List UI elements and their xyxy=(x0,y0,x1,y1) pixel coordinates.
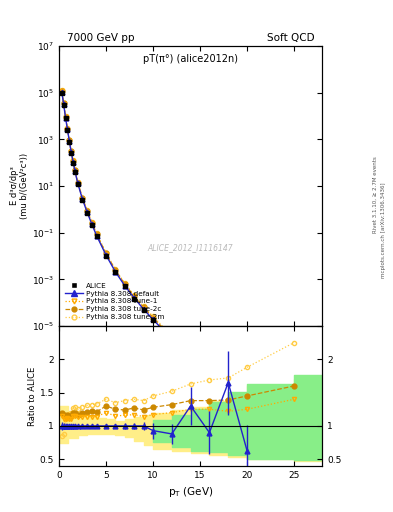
Text: mcplots.cern.ch [arXiv:1306.3436]: mcplots.cern.ch [arXiv:1306.3436] xyxy=(381,183,386,278)
Y-axis label: Ratio to ALICE: Ratio to ALICE xyxy=(28,366,37,425)
Text: Rivet 3.1.10, ≥ 2.7M events: Rivet 3.1.10, ≥ 2.7M events xyxy=(373,156,378,233)
Text: ALICE_2012_I1116147: ALICE_2012_I1116147 xyxy=(148,243,233,252)
Text: 7000 GeV pp: 7000 GeV pp xyxy=(67,33,134,44)
Legend: ALICE, Pythia 8.308 default, Pythia 8.308 tune-1, Pythia 8.308 tune-2c, Pythia 8: ALICE, Pythia 8.308 default, Pythia 8.30… xyxy=(62,281,166,323)
Y-axis label: E d³σ/dp³
(mu b/(GeV²c³)): E d³σ/dp³ (mu b/(GeV²c³)) xyxy=(9,153,29,219)
X-axis label: $\mathsf{p_T}$ (GeV): $\mathsf{p_T}$ (GeV) xyxy=(168,485,213,499)
Text: pT(π°) (alice2012n): pT(π°) (alice2012n) xyxy=(143,54,238,65)
Text: Soft QCD: Soft QCD xyxy=(267,33,314,44)
